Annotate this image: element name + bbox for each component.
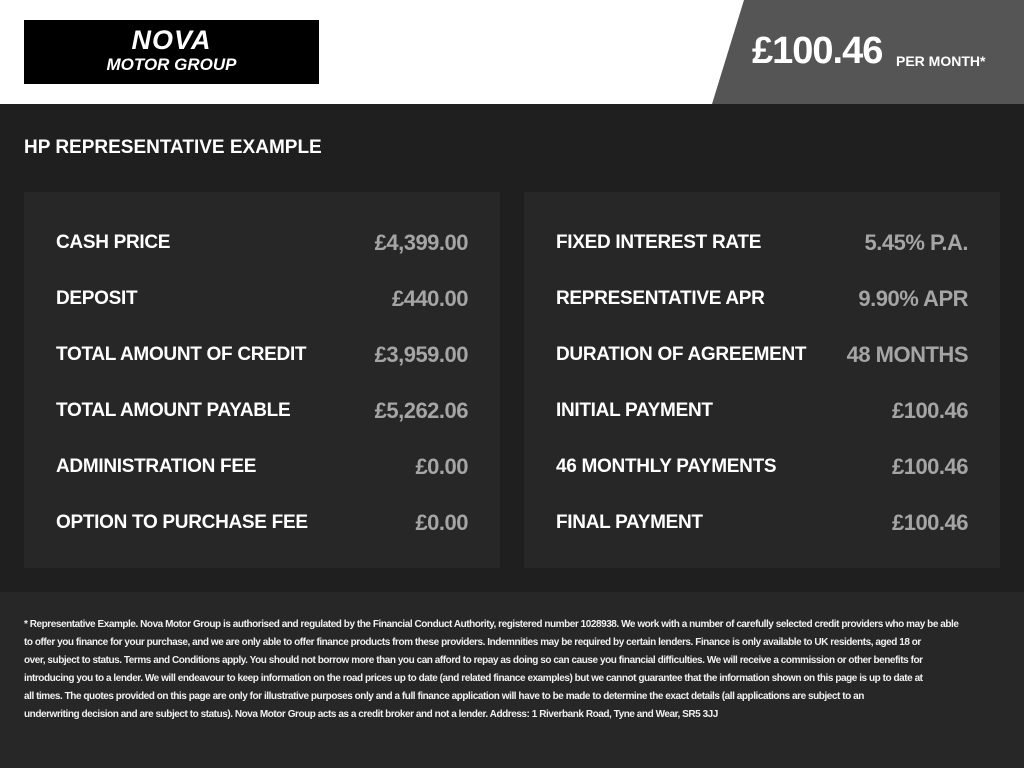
finance-value: 5.45% P.A. [864, 230, 969, 255]
finance-label: DURATION OF AGREEMENT [556, 344, 807, 365]
disclaimer-line: introducing you to a lender. We will end… [24, 673, 923, 684]
disclaimer-line: over, subject to status. Terms and Condi… [24, 655, 923, 666]
finance-row: TOTAL AMOUNT PAYABLE £5,262.06 [56, 398, 469, 428]
finance-card-right: FIXED INTEREST RATE 5.45% P.A. REPRESENTAT… [524, 192, 1000, 568]
finance-row: FIXED INTEREST RATE 5.45% P.A. [556, 230, 969, 260]
logo-line-1: NOVA [131, 25, 212, 55]
finance-value: £100.46 [891, 454, 969, 479]
finance-value: £0.00 [415, 454, 468, 479]
header: NOVA MOTOR GROUP £100.46 PER MONTH* [0, 0, 1024, 104]
finance-label: FIXED INTEREST RATE [556, 232, 762, 253]
disclaimer-line: * Representative Example. Nova Motor Gro… [24, 619, 959, 630]
finance-row: 46 MONTHLY PAYMENTS £100.46 [556, 454, 969, 484]
finance-value: £4,399.00 [374, 230, 469, 255]
finance-label: REPRESENTATIVE APR [556, 288, 765, 309]
finance-value: £3,959.00 [374, 342, 469, 367]
disclaimer-line: underwriting decision and are subject to… [24, 709, 718, 720]
per-month-label: PER MONTH* [896, 53, 986, 69]
disclaimer-footer: * Representative Example. Nova Motor Gro… [0, 592, 1024, 768]
nova-motor-group-logo[interactable]: NOVA MOTOR GROUP [24, 20, 319, 84]
finance-row: TOTAL AMOUNT OF CREDIT £3,959.00 [56, 342, 469, 372]
disclaimer-text: * Representative Example. Nova Motor Gro… [24, 616, 959, 724]
finance-value: £5,262.06 [374, 398, 469, 423]
finance-label: ADMINISTRATION FEE [56, 456, 257, 477]
finance-row: REPRESENTATIVE APR 9.90% APR [556, 286, 968, 316]
finance-label: TOTAL AMOUNT OF CREDIT [56, 344, 307, 365]
finance-value: £100.46 [891, 510, 969, 535]
disclaimer-line: to offer you finance for your purchase, … [24, 637, 921, 648]
finance-row: OPTION TO PURCHASE FEE £0.00 [56, 510, 468, 540]
finance-label: 46 MONTHLY PAYMENTS [556, 456, 777, 477]
finance-row: ADMINISTRATION FEE £0.00 [56, 454, 468, 484]
monthly-price: £100.46 [752, 30, 883, 72]
finance-row: DURATION OF AGREEMENT 48 MONTHS [556, 342, 969, 372]
finance-label: TOTAL AMOUNT PAYABLE [56, 400, 291, 421]
finance-card-left: CASH PRICE £4,399.00 DEPOSIT £440.00 TOTAL A… [24, 192, 500, 568]
monthly-price-panel [712, 0, 1024, 104]
finance-row: DEPOSIT £440.00 [56, 286, 469, 316]
finance-label: OPTION TO PURCHASE FEE [56, 512, 308, 533]
finance-value: 9.90% APR [858, 286, 968, 311]
finance-value: £100.46 [891, 398, 969, 423]
section-title: HP REPRESENTATIVE EXAMPLE [24, 137, 322, 158]
finance-row: INITIAL PAYMENT £100.46 [556, 398, 969, 428]
finance-label: INITIAL PAYMENT [556, 400, 713, 421]
finance-label: FINAL PAYMENT [556, 512, 703, 533]
finance-label: CASH PRICE [56, 232, 171, 253]
finance-value: 48 MONTHS [846, 342, 969, 367]
disclaimer-line: all times. The quotes provided on this p… [24, 691, 864, 702]
finance-row: CASH PRICE £4,399.00 [56, 230, 469, 260]
finance-label: DEPOSIT [56, 288, 138, 309]
finance-value: £0.00 [415, 510, 468, 535]
logo-line-2: MOTOR GROUP [106, 55, 237, 74]
finance-row: FINAL PAYMENT £100.46 [556, 510, 969, 540]
finance-value: £440.00 [391, 286, 469, 311]
